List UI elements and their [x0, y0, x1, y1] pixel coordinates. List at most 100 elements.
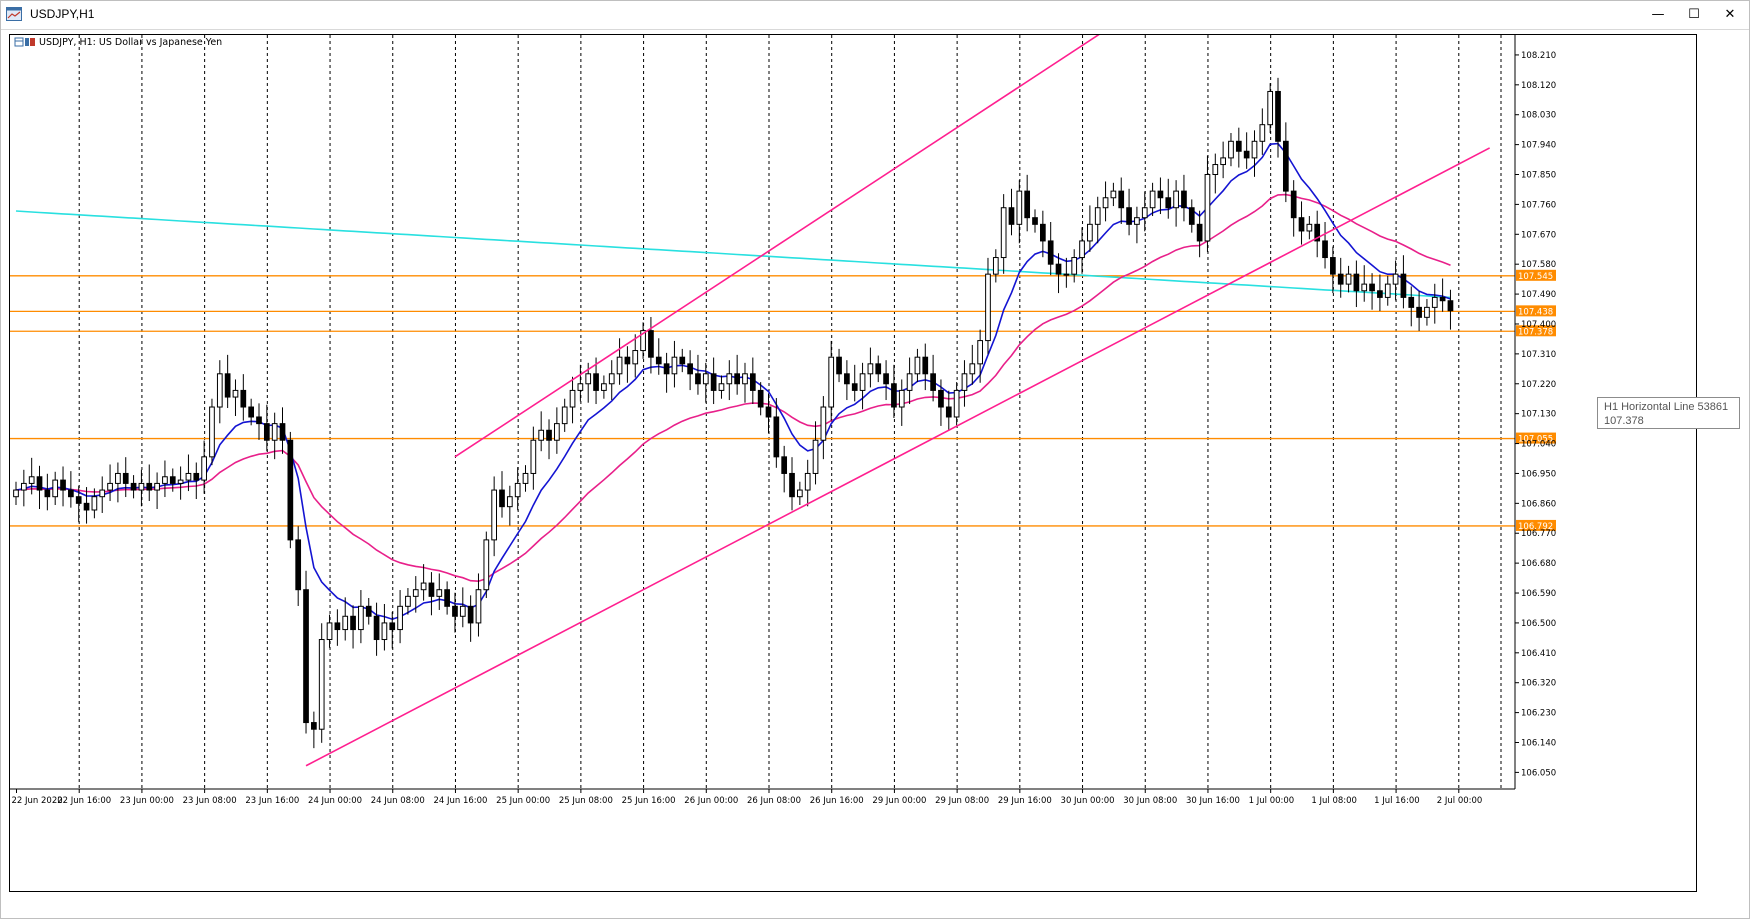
candle [201, 456, 207, 481]
candle [608, 373, 615, 385]
candle [193, 472, 200, 481]
tooltip-title: H1 Horizontal Line 53861 [1604, 401, 1729, 413]
price-tick-label: 106.140 [1521, 738, 1556, 748]
horizontal-line-price-tag [1516, 432, 1556, 444]
horizontal-line-label: 107.055 [1518, 435, 1553, 445]
candle [1322, 240, 1328, 259]
candle [248, 406, 255, 418]
candle [1055, 263, 1062, 275]
candle [985, 273, 991, 342]
maximize-button[interactable]: ☐ [1688, 7, 1700, 22]
candle [655, 356, 662, 365]
candle [914, 356, 921, 375]
price-tick-label: 106.230 [1521, 709, 1556, 719]
price-tick-label: 106.770 [1521, 529, 1556, 539]
candle [1032, 217, 1038, 225]
candle [279, 423, 286, 441]
candle [295, 539, 302, 591]
candle [922, 356, 929, 375]
candle [953, 389, 960, 418]
candle [303, 589, 309, 724]
candle [585, 373, 592, 385]
candle [420, 582, 427, 591]
candle [938, 389, 944, 408]
candle [1087, 223, 1093, 242]
candle [1204, 174, 1211, 242]
candle [499, 489, 505, 508]
candle [632, 350, 639, 365]
time-tick-label: 25 Jun 08:00 [559, 796, 613, 806]
candle [930, 373, 936, 391]
candle [263, 423, 270, 441]
horizontal-line-price-tag [1516, 269, 1556, 281]
candle [710, 373, 717, 391]
candle [601, 383, 607, 391]
window-titlebar: USDJPY,H1 — ☐ ✕ [0, 0, 1750, 30]
close-button[interactable]: ✕ [1724, 7, 1736, 22]
chart-type-icon[interactable] [14, 37, 35, 47]
candle [726, 373, 733, 385]
slow-moving-average-line [15, 193, 1451, 583]
candle [358, 605, 364, 631]
candle [640, 330, 646, 352]
candle [475, 589, 482, 624]
candle [287, 439, 294, 541]
candle [514, 482, 521, 498]
candle [828, 356, 835, 408]
candle [1102, 197, 1109, 209]
candle [483, 539, 490, 591]
price-tick-label: 107.760 [1521, 200, 1556, 210]
candle [389, 622, 396, 631]
time-tick-label: 29 Jun 00:00 [872, 796, 926, 806]
candle [593, 373, 599, 391]
candle [122, 472, 129, 484]
candle [851, 383, 858, 391]
candle [663, 363, 670, 375]
candle [224, 373, 231, 398]
horizontal-line-label: 106.792 [1518, 522, 1553, 532]
time-tick-label: 23 Jun 08:00 [183, 796, 237, 806]
candle [961, 373, 968, 391]
candle [397, 605, 403, 631]
candle [1337, 273, 1344, 285]
window-title: USDJPY,H1 [30, 7, 95, 21]
minimize-button[interactable]: — [1651, 7, 1665, 22]
candle [1384, 283, 1391, 298]
candle [734, 373, 740, 385]
price-tick-label: 107.940 [1521, 141, 1556, 151]
channel-lower-trendline[interactable] [305, 147, 1491, 767]
candle [898, 389, 905, 408]
chart-area[interactable]: 107.545 107.438 107.378 107.055 106.792 108.… [9, 34, 1697, 892]
candle [969, 363, 976, 375]
candle [115, 472, 121, 484]
candle [718, 383, 725, 391]
candle [75, 496, 82, 504]
candle [546, 429, 552, 441]
candle [1235, 140, 1242, 152]
candles-group [13, 77, 1454, 749]
candle [1079, 240, 1085, 259]
candle [569, 389, 576, 408]
candle [1039, 223, 1046, 242]
candle [1408, 296, 1415, 308]
price-tick-label: 107.310 [1521, 350, 1556, 360]
candle [91, 496, 98, 511]
candle [1165, 197, 1172, 209]
horizontal-line-label: 107.378 [1518, 327, 1553, 337]
candle [1447, 300, 1454, 312]
time-tick-label: 22 Jun 16:00 [57, 796, 111, 806]
candle [1063, 273, 1070, 276]
candle [687, 363, 693, 375]
candle [883, 373, 889, 385]
price-tick-label: 106.860 [1521, 499, 1556, 509]
price-tick-label: 108.030 [1521, 111, 1556, 121]
time-tick-label: 23 Jun 00:00 [120, 796, 174, 806]
price-chart[interactable]: 107.545 107.438 107.378 107.055 106.792 108.… [10, 35, 1696, 891]
candle [52, 479, 59, 498]
candle [216, 373, 223, 408]
candle [83, 502, 90, 511]
channel-upper-trendline[interactable] [454, 35, 1113, 458]
price-tick-label: 106.590 [1521, 589, 1556, 599]
candle [992, 257, 999, 275]
